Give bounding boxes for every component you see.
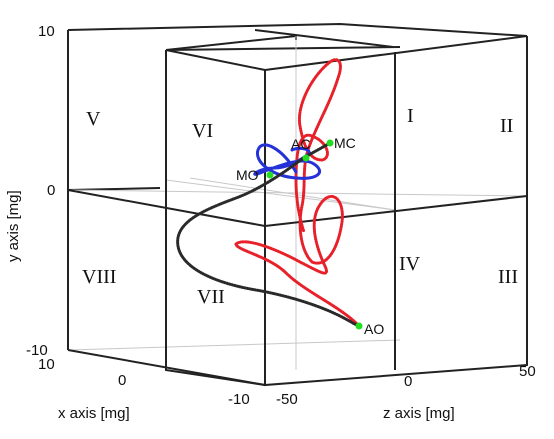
z-tick-minus50: -50	[276, 391, 298, 408]
octant-label-iv: IV	[399, 253, 421, 275]
front-left-mid	[67, 189, 266, 227]
octant-label-ii: II	[500, 115, 513, 137]
y-axis-label: y axis [mg]	[5, 190, 22, 262]
octant-label-viii: VIII	[82, 266, 116, 288]
event-markers: AC MC MO AO	[236, 135, 384, 337]
event-marker-ao	[355, 322, 363, 330]
bottom-left-edge	[67, 349, 266, 386]
octant-label-v: V	[86, 108, 101, 130]
grid-line	[67, 339, 401, 351]
event-marker-mo	[266, 171, 274, 179]
x-axis: 10 0 -10 x axis [mg]	[38, 356, 250, 422]
back-cross-edge	[165, 35, 297, 51]
octant-label-vii: VII	[197, 286, 225, 308]
y-tick-minus10: -10	[26, 342, 48, 359]
octant-label-i: I	[407, 105, 414, 127]
y-tick-10: 10	[38, 23, 55, 40]
front-top-edge	[165, 49, 266, 71]
grid-line	[189, 177, 396, 211]
cube-front-frame	[67, 35, 528, 387]
event-marker-mc	[326, 139, 334, 147]
x-tick-minus10: -10	[228, 391, 250, 408]
z-tick-0: 0	[404, 373, 412, 390]
back-mid-h-edge	[67, 187, 161, 191]
event-label-ac: AC	[291, 136, 310, 152]
event-marker-ac	[302, 154, 310, 162]
top-mid-edge-2	[254, 29, 394, 48]
back-top-edge	[67, 22, 528, 37]
octant-label-iii: III	[498, 266, 518, 288]
black-trajectory	[176, 141, 361, 328]
event-label-ao: AO	[364, 321, 384, 337]
cube-back-frame	[67, 22, 528, 350]
front-face-right	[264, 36, 528, 387]
z-axis: -50 0 50 z axis [mg]	[276, 363, 536, 422]
x-tick-10: 10	[38, 356, 55, 373]
octant-label-vi: VI	[192, 120, 213, 142]
octant-labels: I II III IV V VI VII VIII	[82, 105, 518, 308]
grid-line	[165, 179, 396, 211]
x-tick-0: 0	[118, 372, 126, 389]
z-axis-label: z axis [mg]	[383, 405, 455, 422]
red-trajectory	[234, 58, 361, 328]
event-label-mo: MO	[236, 167, 259, 183]
grid-lines	[67, 36, 528, 370]
event-label-mc: MC	[334, 135, 356, 151]
z-tick-50: 50	[519, 363, 536, 380]
top-mid-edge	[165, 46, 401, 51]
x-axis-label: x axis [mg]	[58, 405, 130, 422]
y-axis: 10 0 -10 y axis [mg]	[5, 23, 55, 359]
y-tick-0: 0	[47, 182, 55, 199]
